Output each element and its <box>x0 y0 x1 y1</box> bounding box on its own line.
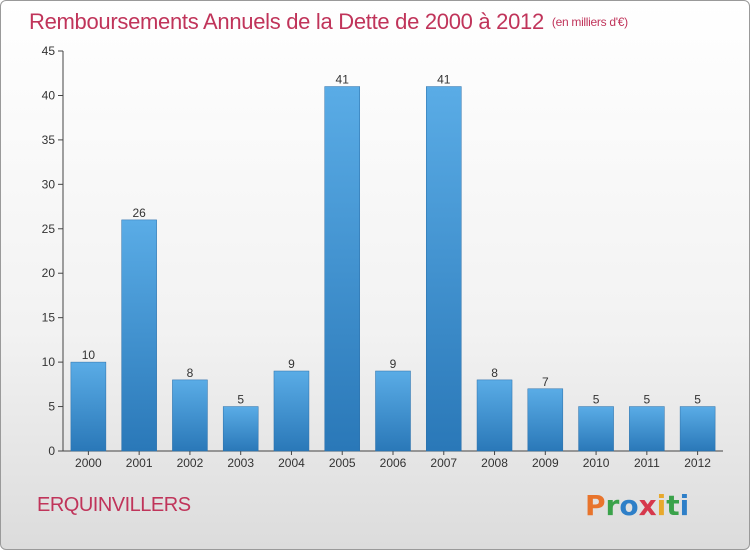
x-tick-label: 2010 <box>583 456 610 470</box>
bar <box>121 219 157 452</box>
bar <box>629 406 665 452</box>
y-tick-label: 10 <box>42 355 56 369</box>
bar-value-label: 9 <box>288 357 295 371</box>
y-tick-label: 40 <box>42 88 56 102</box>
commune-name: ERQUINVILLERS <box>37 494 191 516</box>
bar <box>273 370 310 452</box>
bar <box>426 86 462 452</box>
y-tick-label: 20 <box>42 266 56 280</box>
logo-letter: t <box>666 489 680 522</box>
bar-value-label: 5 <box>593 393 600 407</box>
x-tick-label: 2011 <box>634 456 660 470</box>
y-tick-label: 30 <box>42 177 56 191</box>
x-tick-label: 2009 <box>532 456 559 470</box>
bar-value-label: 5 <box>644 393 651 407</box>
proxiti-logo[interactable]: Proxiti <box>585 489 689 522</box>
bar-value-label: 41 <box>437 73 451 87</box>
x-tick-label: 2008 <box>481 456 508 470</box>
logo-letter: x <box>638 489 657 522</box>
logo-letter: r <box>605 489 620 522</box>
y-tick-label: 45 <box>42 44 56 58</box>
bar <box>527 388 564 452</box>
x-tick-label: 2005 <box>329 456 356 470</box>
bar-value-label: 5 <box>694 393 701 407</box>
logo-letter: P <box>585 489 606 522</box>
bar <box>172 379 208 452</box>
chart-value-labels: 10 26 8 5 9 41 9 41 8 7 5 5 5 <box>82 73 702 407</box>
x-tick-label: 2006 <box>380 456 407 470</box>
bar-value-label: 8 <box>187 366 194 380</box>
chart-title-text: Remboursements Annuels de la Dette de 20… <box>29 9 544 34</box>
x-tick-label: 2001 <box>126 456 153 470</box>
chart-subtitle: (en milliers d'€) <box>551 15 628 29</box>
logo-letter: i <box>656 489 667 522</box>
bar <box>679 406 716 452</box>
bar <box>578 406 614 452</box>
bar-value-label: 41 <box>336 73 350 87</box>
bar <box>222 406 259 452</box>
y-tick-label: 5 <box>48 400 55 414</box>
x-tick-label: 2007 <box>430 456 457 470</box>
chart-bars <box>70 86 716 452</box>
y-tick-label: 15 <box>42 311 56 325</box>
logo-letter: i <box>679 489 690 522</box>
bar-value-label: 5 <box>237 393 244 407</box>
x-tick-label: 2002 <box>177 456 204 470</box>
y-tick-label: 25 <box>42 222 56 236</box>
bar-value-label: 7 <box>542 375 549 389</box>
bar-value-label: 26 <box>132 206 146 220</box>
y-tick-label: 0 <box>48 444 55 458</box>
x-tick-label: 2000 <box>75 456 102 470</box>
x-tick-label: 2003 <box>227 456 254 470</box>
y-tick-label: 35 <box>42 133 56 147</box>
bar-value-label: 8 <box>491 366 498 380</box>
bar-value-label: 9 <box>390 357 397 371</box>
chart-title: Remboursements Annuels de la Dette de 20… <box>29 9 628 35</box>
bar <box>70 361 107 452</box>
x-tick-label: 2004 <box>278 456 305 470</box>
bar <box>375 370 411 452</box>
bar <box>324 86 360 452</box>
bar <box>476 379 513 452</box>
bar-value-label: 10 <box>82 348 96 362</box>
chart-axes: 0 5 10 15 20 25 30 35 40 45 2000 2001 2002 2003 2004 20… <box>42 44 723 470</box>
logo-letter: o <box>619 489 639 522</box>
x-tick-label: 2012 <box>684 456 711 470</box>
